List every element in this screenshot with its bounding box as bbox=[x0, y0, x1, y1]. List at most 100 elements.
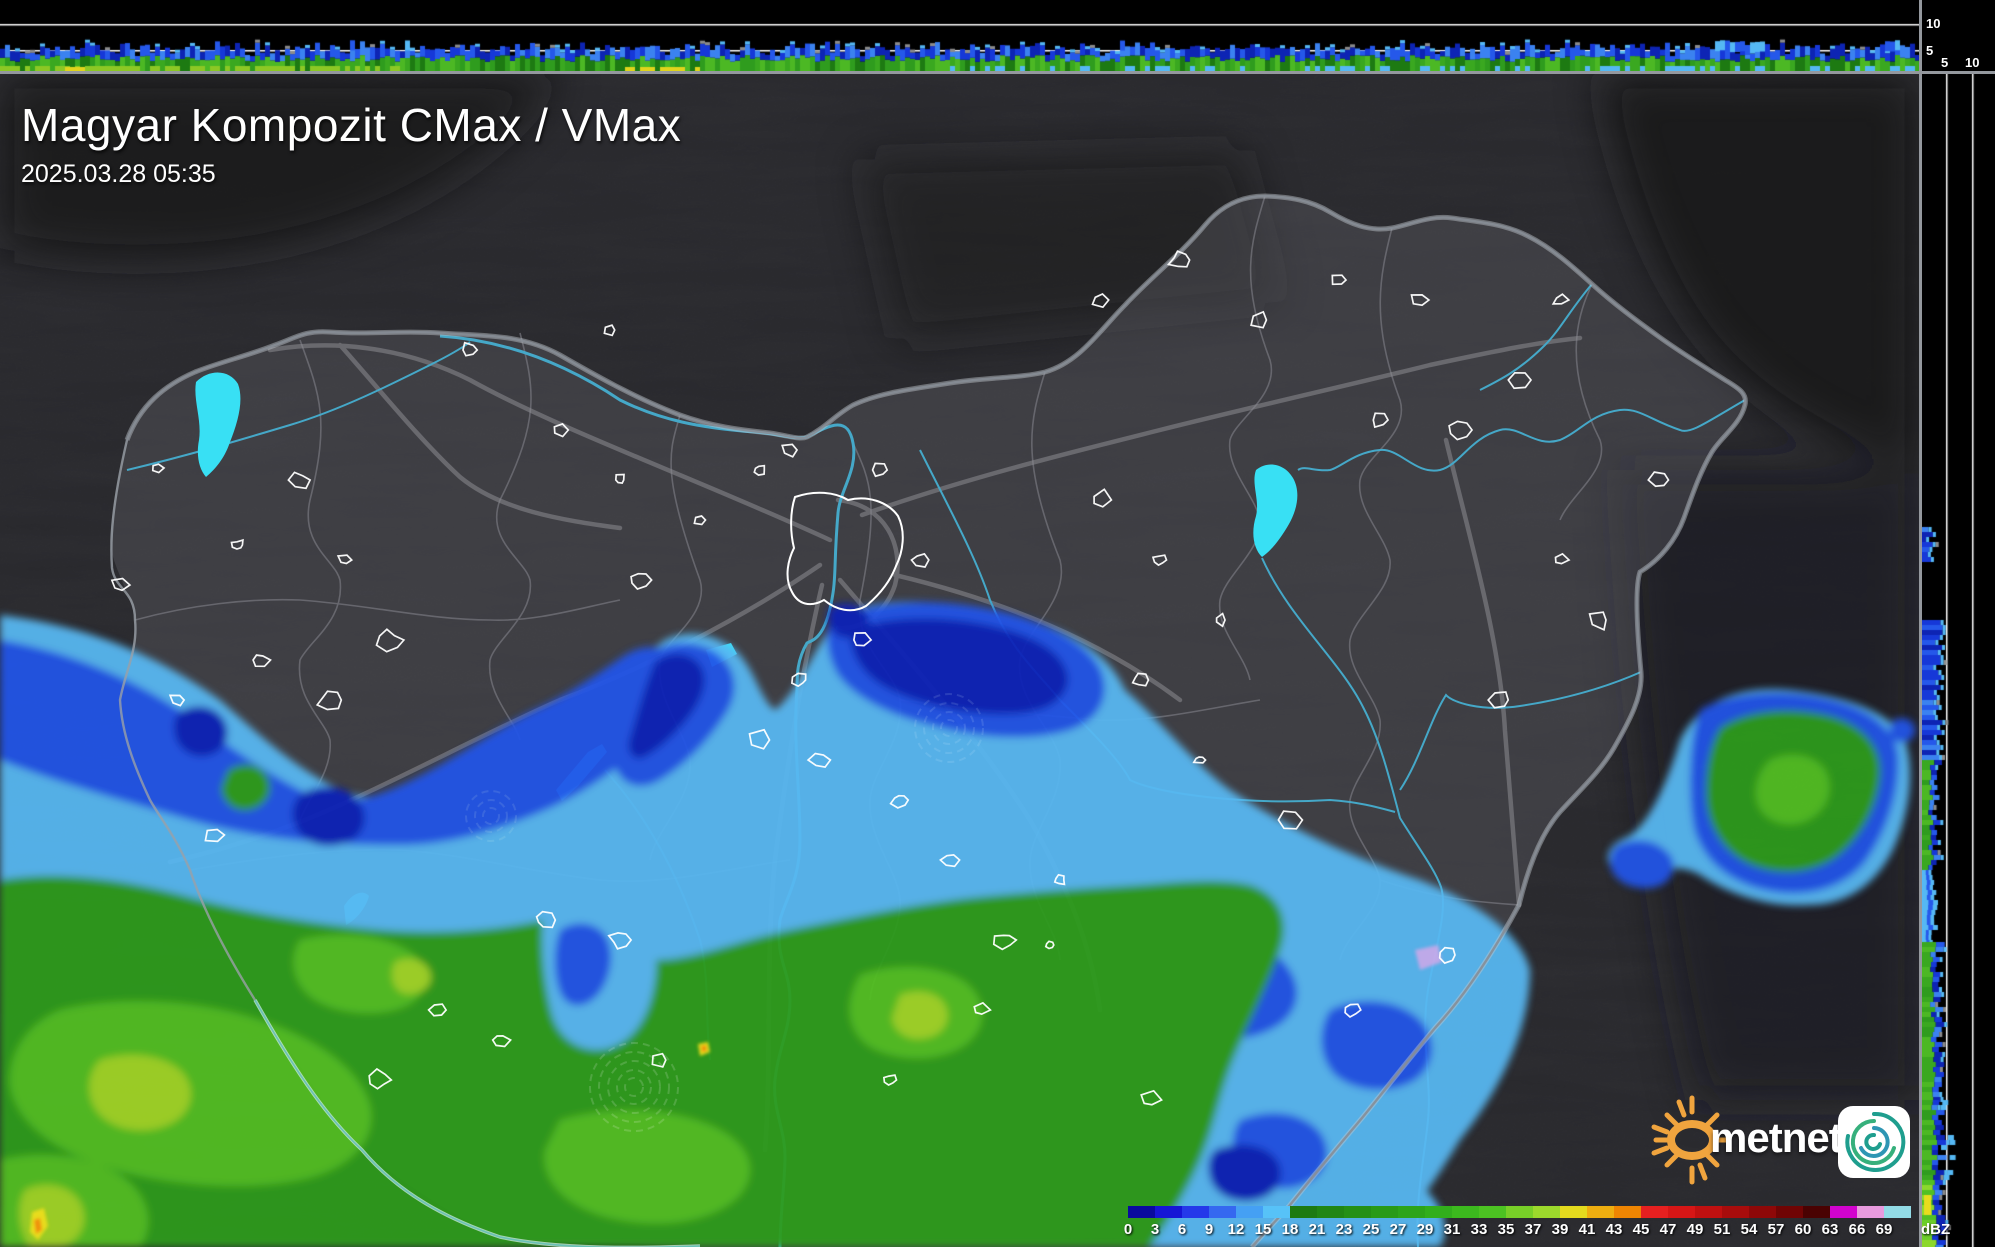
colorbar-cell bbox=[1263, 1206, 1290, 1218]
city-outline bbox=[1140, 1089, 1163, 1106]
colorbar-cell bbox=[1290, 1206, 1317, 1218]
colorbar-cell bbox=[1128, 1206, 1155, 1218]
colorbar-label: 66 bbox=[1848, 1221, 1866, 1238]
metnet-logo: metnet bbox=[1644, 1092, 1914, 1188]
sun-icon bbox=[1651, 1095, 1731, 1185]
city-outline bbox=[375, 628, 406, 653]
city-outline bbox=[553, 422, 570, 438]
colorbar-label: 43 bbox=[1605, 1221, 1623, 1238]
city-outline bbox=[1091, 292, 1110, 309]
country-border bbox=[110, 193, 1748, 1247]
colorbar-cell bbox=[1776, 1206, 1803, 1218]
colorbar-label: 6 bbox=[1177, 1221, 1187, 1238]
colorbar-label: 12 bbox=[1227, 1221, 1245, 1238]
colorbar-label: 69 bbox=[1875, 1221, 1893, 1238]
city-outline bbox=[790, 672, 807, 688]
city-outline bbox=[230, 538, 244, 550]
colorbar-label: 51 bbox=[1713, 1221, 1731, 1238]
right-cross-section bbox=[1922, 74, 1995, 1247]
colorbar-label: 3 bbox=[1150, 1221, 1160, 1238]
colorbar-label: 45 bbox=[1632, 1221, 1650, 1238]
colorbar-label: 23 bbox=[1335, 1221, 1353, 1238]
colorbar-cell bbox=[1398, 1206, 1425, 1218]
city-outline bbox=[882, 1074, 898, 1086]
city-outline bbox=[614, 473, 625, 485]
city-outline bbox=[889, 794, 910, 809]
city-outline bbox=[336, 554, 354, 565]
city-outline bbox=[1554, 552, 1571, 565]
colorbar-cell bbox=[1857, 1206, 1884, 1218]
colorbar-label: 21 bbox=[1308, 1221, 1326, 1238]
city-outline bbox=[1166, 250, 1191, 268]
colorbar-cell bbox=[1614, 1206, 1641, 1218]
lake-ferto bbox=[195, 372, 241, 477]
colorbar-label: 18 bbox=[1281, 1221, 1299, 1238]
city-outline bbox=[1093, 488, 1113, 508]
city-outline bbox=[1215, 612, 1226, 628]
colorbar-cell bbox=[1506, 1206, 1533, 1218]
colorbar-cell bbox=[1587, 1206, 1614, 1218]
city-outline bbox=[287, 471, 312, 490]
city-outline bbox=[1277, 810, 1304, 830]
city-outline bbox=[1448, 420, 1474, 441]
colorbar-cell bbox=[1452, 1206, 1479, 1218]
lake-tisza bbox=[1253, 464, 1298, 557]
altitude-axis-corner: 10 5 5 10 bbox=[1922, 0, 1995, 71]
city-outline bbox=[204, 828, 226, 843]
city-outline bbox=[806, 752, 832, 769]
colorbar-label: 41 bbox=[1578, 1221, 1596, 1238]
dbz-colorbar: dBZ 0 3 6 9 12 15 18 21 23 25 27 29 31 33 35 37 39 41 43 45… bbox=[1124, 1206, 1968, 1246]
city-outline bbox=[1131, 672, 1150, 687]
city-outline bbox=[973, 1001, 992, 1016]
colorbar-label: 31 bbox=[1443, 1221, 1461, 1238]
colorbar-label: 37 bbox=[1524, 1221, 1542, 1238]
city-outline bbox=[1331, 274, 1348, 286]
city-outline bbox=[1192, 756, 1207, 764]
city-outline bbox=[168, 694, 186, 707]
colorbar-cells bbox=[1128, 1206, 1911, 1218]
city-outline bbox=[748, 728, 771, 750]
colorbar-unit: dBZ bbox=[1921, 1221, 1951, 1238]
city-outline bbox=[1551, 293, 1571, 305]
colorbar-cell bbox=[1209, 1206, 1236, 1218]
spiral-app-icon bbox=[1838, 1106, 1910, 1178]
city-outline bbox=[1372, 412, 1390, 429]
axis-label-right-5: 5 bbox=[1941, 55, 1949, 70]
city-outline bbox=[853, 632, 873, 647]
city-outline bbox=[1438, 946, 1456, 965]
colorbar-label: 27 bbox=[1389, 1221, 1407, 1238]
city-outlines bbox=[110, 250, 1670, 1106]
top-cross-section bbox=[0, 0, 1919, 71]
city-outline bbox=[110, 577, 132, 592]
city-outline bbox=[1250, 310, 1268, 329]
colorbar-label: 54 bbox=[1740, 1221, 1758, 1238]
city-outline bbox=[939, 854, 961, 868]
logo-text: metnet bbox=[1710, 1114, 1843, 1161]
city-outline bbox=[1044, 940, 1055, 950]
city-outline bbox=[992, 934, 1018, 951]
page-title: Magyar Kompozit CMax / VMax bbox=[21, 99, 682, 151]
colorbar-cell bbox=[1803, 1206, 1830, 1218]
colorbar-label: 35 bbox=[1497, 1221, 1515, 1238]
city-outline bbox=[491, 1035, 512, 1048]
colorbar-cell bbox=[1830, 1206, 1857, 1218]
colorbar-cell bbox=[1668, 1206, 1695, 1218]
city-outline bbox=[630, 572, 653, 590]
strip-divider-vertical bbox=[1919, 0, 1922, 1247]
colorbar-cell bbox=[1533, 1206, 1560, 1218]
city-outline bbox=[1151, 554, 1168, 567]
colorbar-cell bbox=[1695, 1206, 1722, 1218]
strip-divider-horizontal bbox=[0, 71, 1995, 74]
city-outline bbox=[1053, 873, 1066, 886]
city-outline bbox=[693, 515, 707, 526]
radar-spiral-artifacts bbox=[465, 693, 984, 1132]
colorbar-label: 29 bbox=[1416, 1221, 1434, 1238]
title-block: Magyar Kompozit CMax / VMax 2025.03.28 0… bbox=[21, 98, 681, 189]
colorbar-cell bbox=[1425, 1206, 1452, 1218]
colorbar-cell bbox=[1155, 1206, 1182, 1218]
colorbar-label: 49 bbox=[1686, 1221, 1704, 1238]
colorbar-label: 9 bbox=[1204, 1221, 1214, 1238]
colorbar-label: 47 bbox=[1659, 1221, 1677, 1238]
city-outline bbox=[315, 690, 343, 711]
